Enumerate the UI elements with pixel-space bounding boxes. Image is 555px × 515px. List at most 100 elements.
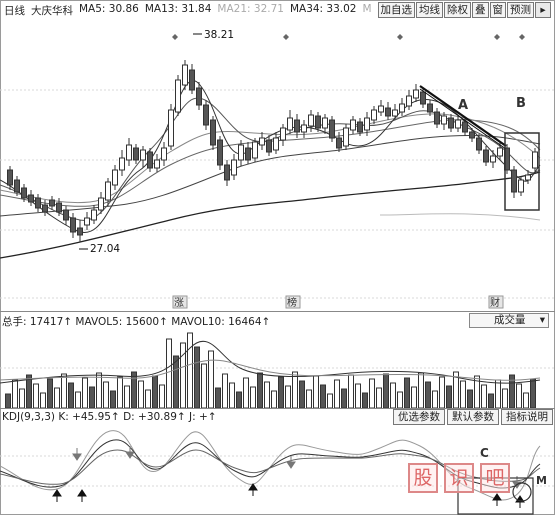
volume-bar [75,391,81,408]
candle-body [105,181,111,201]
candle-body [483,149,489,163]
volume-bar [257,372,263,408]
mavol10-line [0,359,541,381]
volume-bar [467,389,473,408]
candle-body [14,179,20,193]
candle-body [476,137,482,151]
volume-bar [33,383,39,408]
candle-body [231,159,237,176]
candle-body [273,137,279,151]
indicator-dropdown-value: 成交量 [494,314,526,326]
kdj-label: KDJ(9,3,3) K: +45.95↑ D: +30.89↑ J: +↑ [2,411,217,423]
volume-bar [523,392,529,408]
candle-body [259,137,265,146]
volume-bar [495,379,501,408]
annotation-b: B [516,96,526,111]
volume-bar [159,384,165,408]
candle-body [441,115,447,125]
candle-body [133,147,139,161]
optimize-params-button[interactable]: 优选参数 [393,409,445,425]
toolbar-buttons: 加自选 均线 除权 叠 窗 预测 ▸ [377,2,551,18]
price-chart[interactable]: 38.21 27.04 A B 涨 榜 财 [0,20,555,312]
candle-body [189,69,195,91]
volume-bar [390,382,396,408]
candle-body [385,107,391,117]
volume-bar [40,392,46,408]
indicator-dropdown[interactable]: 成交量 ▾ [469,313,549,328]
moving-average-button[interactable]: 均线 [416,2,443,18]
volume-bar [306,389,312,408]
overlay-button[interactable]: 叠 [472,2,489,18]
volume-bar [362,392,368,408]
ex-rights-button[interactable]: 除权 [444,2,471,18]
volume-bar [376,387,382,408]
volume-bar [61,373,67,408]
volume-chart[interactable] [0,328,555,408]
candle-body [448,117,454,129]
candle-body [525,174,531,181]
volume-bar [82,377,88,408]
stock-name: 大庆华科 [31,5,73,17]
volume-bar [264,381,270,408]
buy-arrow-icon [52,489,62,502]
candle-body [77,227,83,236]
candle-body [161,147,167,161]
volume-bar [89,386,95,408]
candle-body [301,124,307,133]
candle-body [63,209,69,221]
volume-bar [341,388,347,408]
time-marker-1: 涨 [174,297,184,309]
indicator-help-button[interactable]: 指标说明 [501,409,553,425]
ma5-value: MA5: 30.86 [79,3,139,15]
candle-body [224,164,230,181]
volume-bar [292,371,298,408]
candle-body [203,104,209,126]
volume-bar [271,390,277,408]
candle-body [140,149,146,161]
volume-bar [516,383,522,408]
volume-bar [5,393,11,408]
watermark-char: 识 [444,463,474,493]
candle-body [420,91,426,105]
default-params-button[interactable]: 默认参数 [447,409,499,425]
volume-bar [481,384,487,408]
volume-bar [397,391,403,408]
forecast-button[interactable]: 预测 [507,2,534,18]
ma34-value: MA34: 33.02 [289,3,357,15]
candle-body [434,111,440,125]
volume-bar [173,355,179,408]
volume-bar [418,372,424,408]
add-watchlist-button[interactable]: 加自选 [377,2,415,18]
candle-body [182,64,188,86]
sell-arrow-icon [72,448,82,461]
candle-body [392,109,398,117]
volume-bar [68,382,74,408]
volume-bar [26,374,32,408]
volume-bar [313,375,319,408]
trend-line-a [419,85,507,147]
ma-long-line [0,171,541,259]
volume-bar [446,385,452,408]
ma-legend: 日线 大庆华科 MA5: 30.86 MA13: 31.84 MA21: 32.… [4,3,372,18]
volume-label: 总手: 17417↑ MAVOL5: 15600↑ MAVOL10: 16464… [2,316,271,328]
candle-body [364,117,370,131]
candle-body [287,117,293,131]
candle-body [91,209,97,221]
candle-body [336,137,342,149]
volume-bar [278,376,284,408]
candle-body [497,147,503,157]
highlight-box-b [504,132,540,211]
candle-body [70,217,76,233]
window-button[interactable]: 窗 [489,2,506,18]
volume-bar [124,385,130,408]
volume-bar [222,373,228,408]
buy-arrow-icon [492,493,502,506]
volume-bar [355,383,361,408]
candle-body [119,157,125,171]
candle-body [280,127,286,141]
ma-22-light-line [379,213,541,221]
candle-body [7,169,13,186]
collapse-arrow-icon[interactable]: ▸ [535,2,551,18]
kdj-header: KDJ(9,3,3) K: +45.95↑ D: +30.89↑ J: +↑ 优… [0,408,555,426]
candle-body [511,169,517,193]
